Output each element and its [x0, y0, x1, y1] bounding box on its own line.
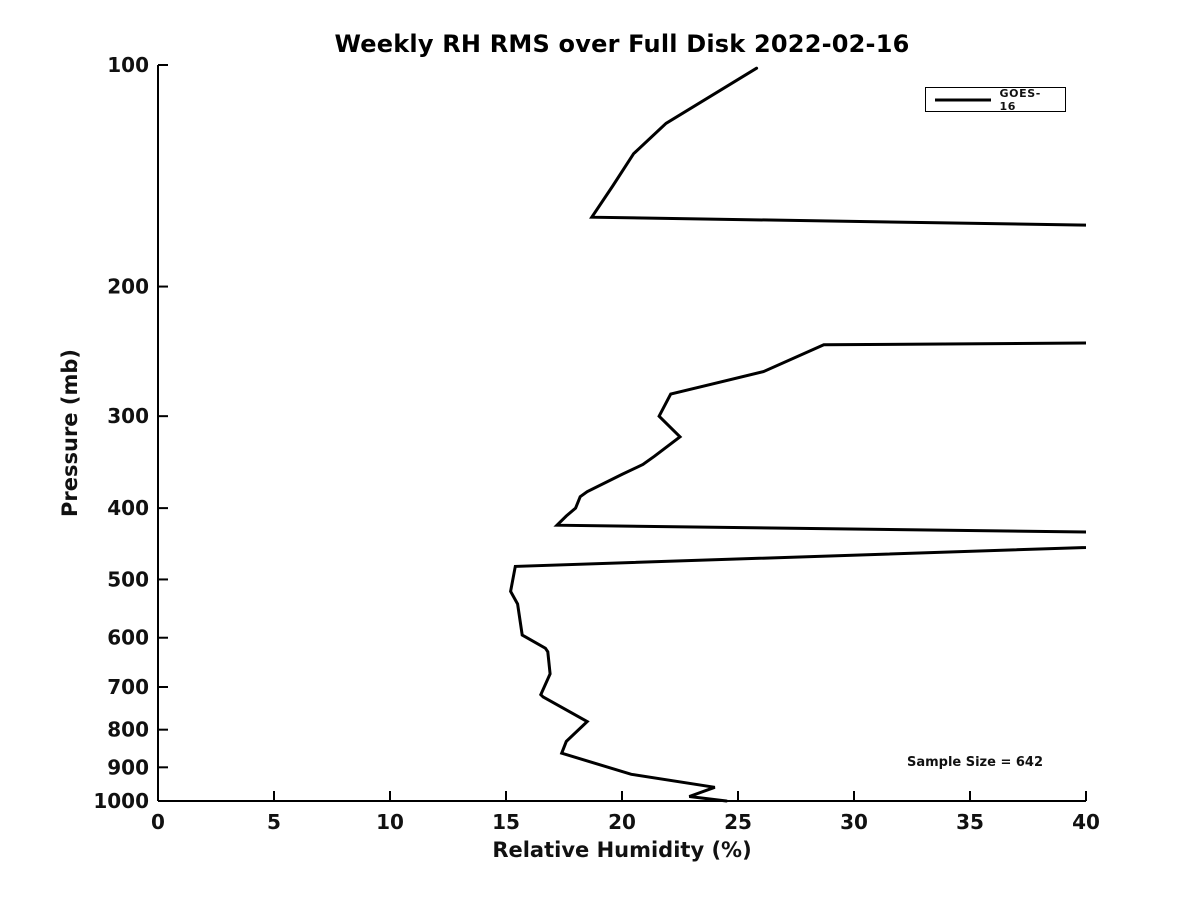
x-axis-label: Relative Humidity (%) [492, 838, 752, 862]
y-tick-label: 500 [107, 567, 149, 591]
x-tick-label: 15 [492, 810, 520, 834]
x-tick-label: 25 [724, 810, 752, 834]
y-tick-label: 100 [107, 53, 149, 77]
x-tick-label: 5 [267, 810, 281, 834]
x-tick-label: 0 [151, 810, 165, 834]
y-tick-label: 1000 [93, 789, 149, 813]
x-tick-label: 30 [840, 810, 868, 834]
legend: GOES-16 [925, 86, 1066, 113]
y-tick-label: 300 [107, 404, 149, 428]
x-tick-label: 10 [376, 810, 404, 834]
x-tick-label: 35 [956, 810, 984, 834]
goes16-data-line [509, 66, 1086, 803]
y-tick-label: 400 [107, 496, 149, 520]
x-tick-label: 20 [608, 810, 636, 834]
sample-size-annotation: Sample Size = 642 [906, 755, 1044, 770]
y-tick-label: 800 [107, 718, 149, 742]
y-tick-label: 900 [107, 755, 149, 779]
y-tick-label: 200 [107, 275, 149, 299]
legend-label: GOES-16 [999, 86, 1041, 113]
y-tick-label: 700 [107, 675, 149, 699]
y-tick-label: 600 [107, 626, 149, 650]
chart-title: Weekly RH RMS over Full Disk 2022-02-16 [334, 30, 910, 58]
legend-line-sample [935, 98, 991, 101]
x-tick-label: 40 [1072, 810, 1100, 834]
